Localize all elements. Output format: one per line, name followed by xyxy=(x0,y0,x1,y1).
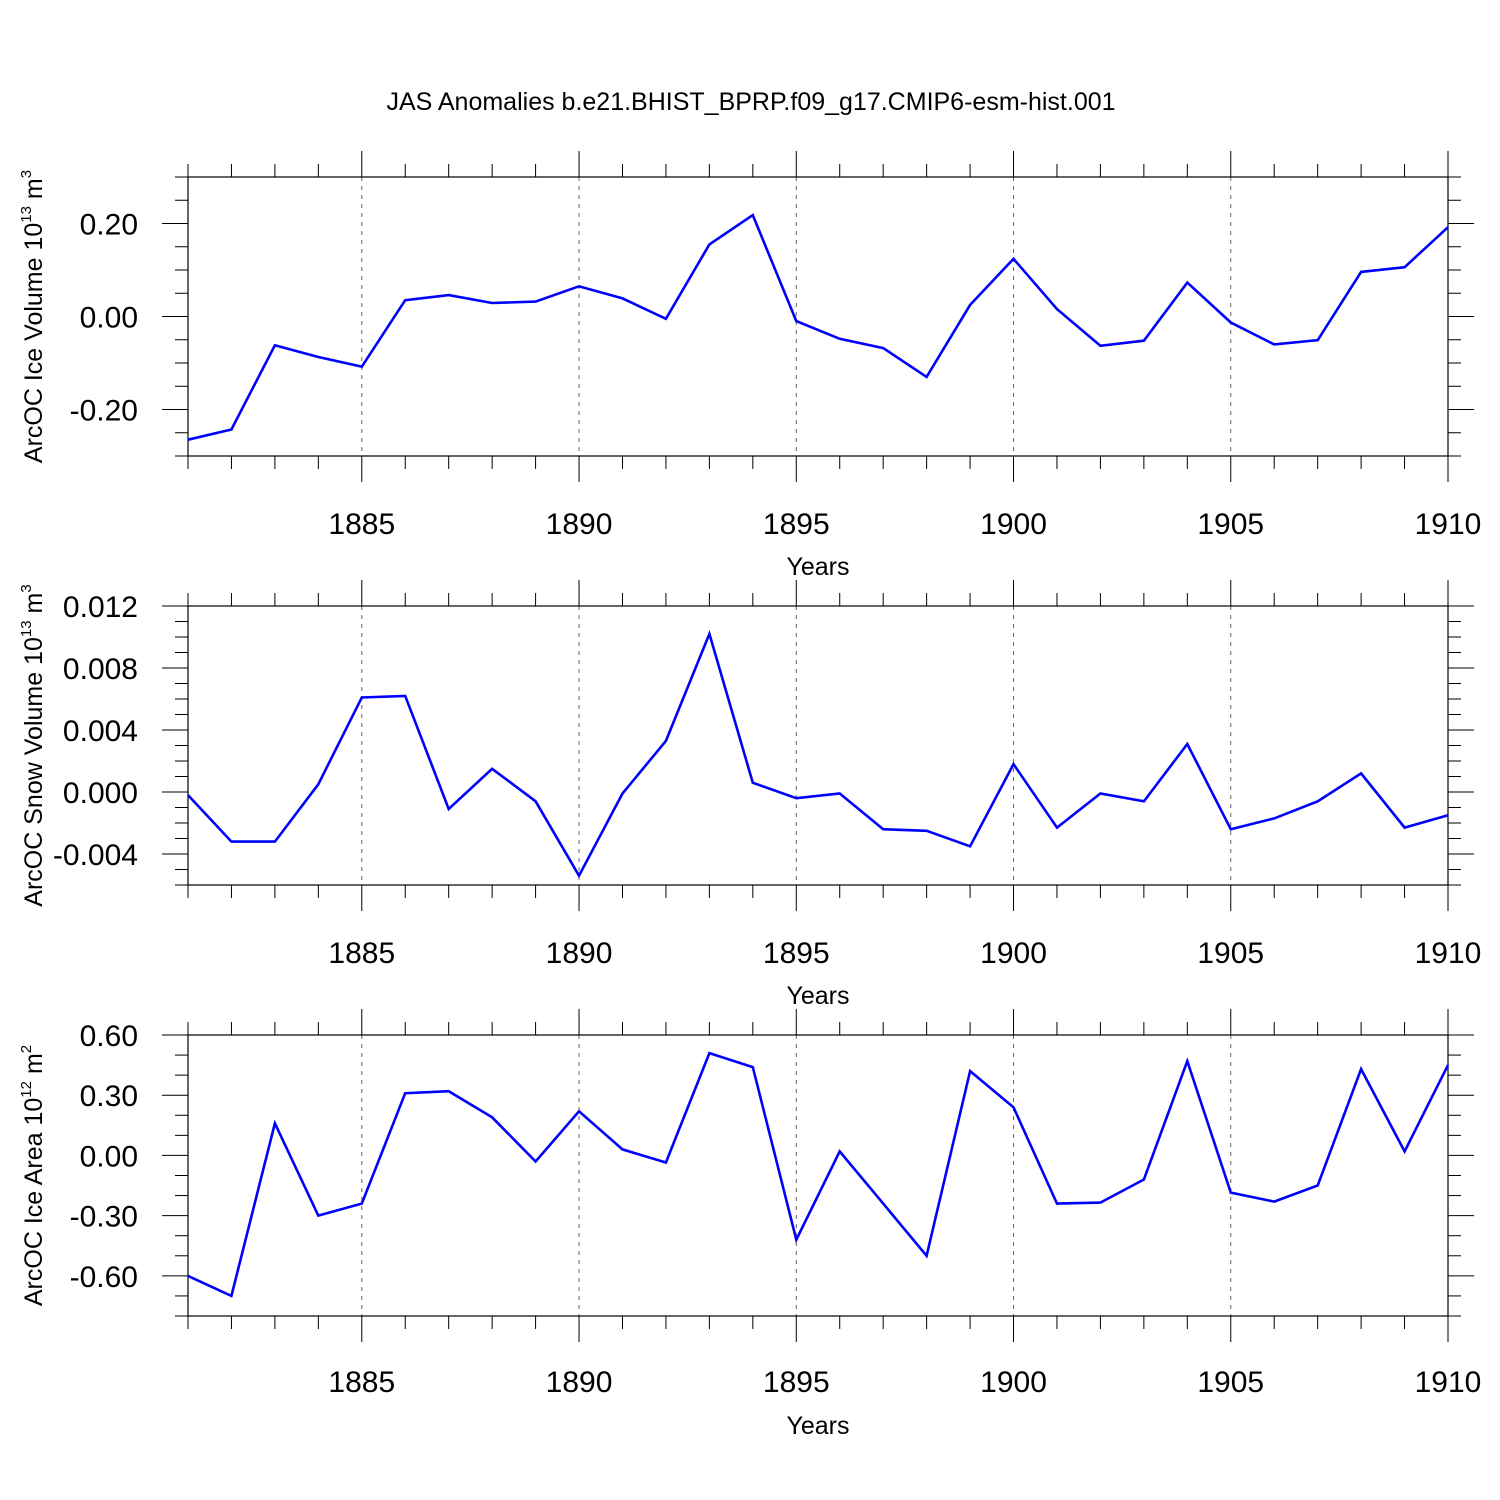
chart-title: JAS Anomalies b.e21.BHIST_BPRP.f09_g17.C… xyxy=(386,88,1115,116)
x-tick-label: 1905 xyxy=(1197,1366,1264,1399)
x-tick-label: 1910 xyxy=(1415,1366,1482,1399)
y-axis-title-superscript: 3 xyxy=(18,584,35,592)
x-tick-label: 1900 xyxy=(980,508,1047,541)
y-tick-label: -0.30 xyxy=(70,1201,138,1234)
series-line xyxy=(187,1051,1450,1298)
y-tick-label: 0.60 xyxy=(80,1020,138,1053)
x-tick-label: 1900 xyxy=(980,937,1047,970)
x-tick-label: 1905 xyxy=(1197,937,1264,970)
y-axis-title-superscript: 12 xyxy=(18,1081,35,1098)
x-tick-label: 1890 xyxy=(546,1366,613,1399)
y-axis-title-part: m xyxy=(20,593,48,621)
y-axis-title-superscript: 3 xyxy=(18,170,35,178)
y-axis-title-part: m xyxy=(20,178,48,206)
x-tick-label: 1900 xyxy=(980,1366,1047,1399)
y-tick-label: 0.004 xyxy=(63,715,138,748)
y-tick-label: -0.20 xyxy=(70,395,138,428)
series-line xyxy=(187,213,1449,441)
x-tick-label: 1895 xyxy=(763,1366,830,1399)
y-tick-label: 0.012 xyxy=(63,591,138,624)
y-tick-label: 0.00 xyxy=(80,1140,138,1173)
y-axis-title-part: ArcOC Ice Volume 10 xyxy=(20,223,48,463)
y-axis-title-superscript: 2 xyxy=(18,1045,35,1053)
y-tick-label: 0.30 xyxy=(80,1080,138,1113)
y-tick-label: 0.20 xyxy=(80,209,138,242)
x-tick-label: 1895 xyxy=(763,937,830,970)
x-tick-label: 1885 xyxy=(328,1366,395,1399)
x-axis-title: Years xyxy=(786,1412,849,1440)
y-tick-label: -0.004 xyxy=(53,839,138,872)
plot-frame xyxy=(187,605,1449,886)
plot-frame xyxy=(187,1034,1449,1317)
y-tick-label: -0.60 xyxy=(70,1261,138,1294)
x-tick-label: 1905 xyxy=(1197,508,1264,541)
x-axis-title: Years xyxy=(786,982,849,1010)
x-tick-label: 1910 xyxy=(1415,937,1482,970)
y-axis-title-part: ArcOC Snow Volume 10 xyxy=(20,637,48,907)
x-tick-label: 1910 xyxy=(1415,508,1482,541)
series-line xyxy=(187,629,1449,879)
x-axis-title: Years xyxy=(786,553,849,581)
y-tick-label: 0.000 xyxy=(63,777,138,810)
x-tick-label: 1890 xyxy=(546,937,613,970)
y-axis-title: ArcOC Ice Area 1012 m2 xyxy=(18,1045,48,1306)
snow-volume-panel: -0.004 0.000 0.004 0.008 0.012 1885 1890 1895 19… xyxy=(18,580,1481,1010)
x-tick-label: 1885 xyxy=(328,508,395,541)
y-tick-label: 0.008 xyxy=(63,653,138,686)
y-axis-title-part: ArcOC Ice Area 10 xyxy=(20,1098,48,1306)
ice-area-panel: -0.60 -0.30 0.00 0.30 0.60 1885 1890 1895 1900 19… xyxy=(18,1009,1481,1440)
x-tick-label: 1885 xyxy=(328,937,395,970)
x-tick-label: 1895 xyxy=(763,508,830,541)
y-tick-label: 0.00 xyxy=(80,302,138,335)
plot-frame xyxy=(187,176,1449,457)
y-axis-title-superscript: 13 xyxy=(18,620,35,637)
y-axis-title: ArcOC Ice Volume 1013 m3 xyxy=(18,170,48,463)
x-tick-label: 1890 xyxy=(546,508,613,541)
y-axis-title-superscript: 13 xyxy=(18,206,35,223)
ice-volume-panel: -0.20 0.00 0.20 1885 1890 1895 1900 1905 1910 Yea… xyxy=(18,151,1481,581)
y-axis-title-part: m xyxy=(20,1053,48,1081)
y-axis-title: ArcOC Snow Volume 1013 m3 xyxy=(18,584,48,906)
